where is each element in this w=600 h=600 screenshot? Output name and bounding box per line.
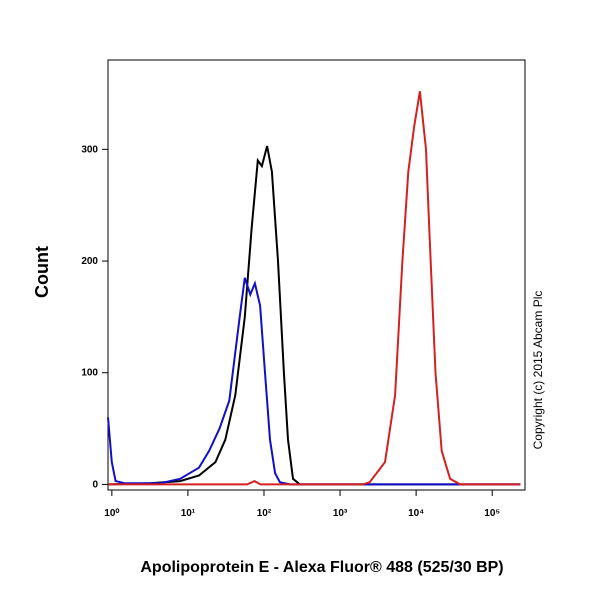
x-tick-label: 10³ xyxy=(333,508,348,519)
y-tick-label: 300 xyxy=(81,144,98,155)
x-tick-label: 10¹ xyxy=(181,508,196,519)
y-tick-label: 0 xyxy=(92,479,98,490)
x-tick-label: 10⁰ xyxy=(104,508,119,519)
y-axis-label: Count xyxy=(32,246,52,298)
x-tick-label: 10⁵ xyxy=(484,508,500,519)
y-tick-label: 100 xyxy=(81,368,98,379)
plot-frame xyxy=(107,59,526,491)
y-tick-label: 200 xyxy=(81,256,98,267)
x-axis-label: Apolipoprotein E - Alexa Fluor® 488 (525… xyxy=(140,559,503,576)
histogram-line xyxy=(107,277,521,486)
copyright: Copyright (c) 2015 Abcam Plc xyxy=(531,291,545,450)
histogram-line xyxy=(108,91,521,486)
x-tick-label: 10² xyxy=(257,508,272,519)
x-tick-label: 10⁴ xyxy=(408,508,424,519)
histogram-line xyxy=(107,145,521,486)
